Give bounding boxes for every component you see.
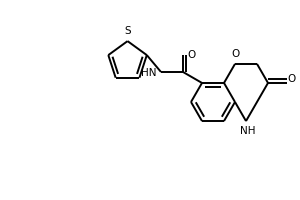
- Text: O: O: [288, 74, 296, 84]
- Text: HN: HN: [141, 68, 157, 78]
- Text: O: O: [187, 50, 195, 60]
- Text: S: S: [124, 26, 131, 36]
- Text: NH: NH: [240, 126, 256, 136]
- Text: O: O: [231, 49, 239, 59]
